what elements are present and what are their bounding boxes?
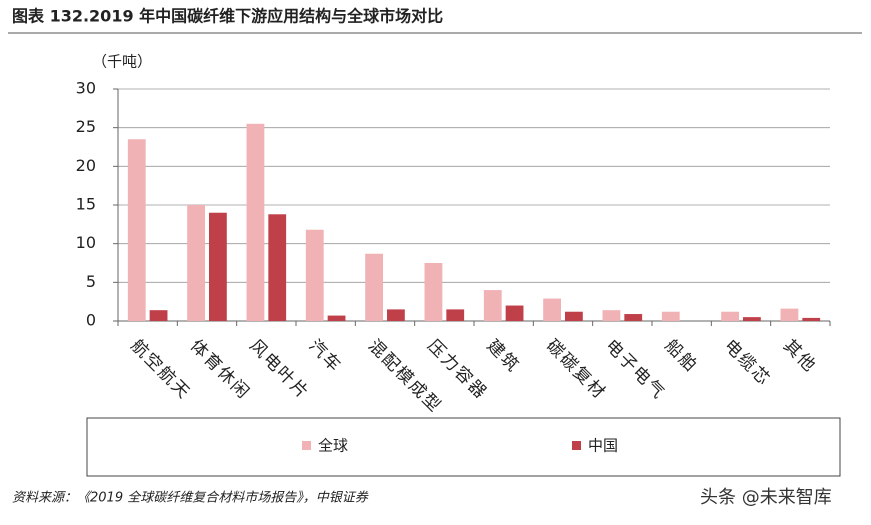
bar [624, 314, 643, 321]
bar [127, 139, 146, 321]
chart-title: 图表 132.2019 年中国碳纤维下游应用结构与全球市场对比 [12, 7, 443, 26]
bar [209, 212, 227, 321]
bar [743, 317, 761, 321]
x-tick-label: 汽车 [305, 336, 346, 377]
bar [246, 123, 265, 321]
y-axis-label: （千吨） [92, 53, 152, 71]
y-tick-label: 5 [86, 272, 96, 291]
bar [661, 311, 680, 321]
bar [802, 317, 821, 321]
legend-swatch [572, 441, 581, 450]
bar [602, 310, 621, 321]
y-tick-label: 15 [76, 195, 96, 214]
legend-swatch [302, 441, 311, 450]
bar [780, 308, 799, 321]
y-tick-label: 30 [76, 79, 96, 98]
bar [327, 315, 346, 321]
y-tick-label: 0 [86, 311, 96, 330]
source: 资料来源：《2019 全球碳纤维复合材料市场报告》，中银证券 [12, 490, 369, 506]
bar [721, 311, 739, 321]
x-tick-label: 船舶 [661, 336, 702, 377]
y-tick-label: 10 [76, 233, 96, 252]
x-tick-label: 电缆芯 [720, 336, 774, 390]
bar [268, 214, 287, 321]
bar [365, 253, 383, 321]
bar [149, 310, 168, 321]
watermark: 头条 @未来智库 [700, 487, 832, 508]
x-tick-label: 电子电气 [601, 336, 669, 404]
bar [187, 205, 205, 321]
legend-label: 全球 [318, 437, 348, 455]
bar [483, 290, 502, 321]
x-tick-label: 其他 [779, 336, 820, 377]
x-tick-label: 体育休闲 [186, 336, 254, 404]
legend-box [86, 417, 841, 477]
x-tick-label: 航空航天 [127, 336, 195, 404]
bar [565, 311, 583, 321]
x-tick-label: 建筑 [483, 336, 524, 377]
bar [387, 309, 405, 321]
y-tick-label: 20 [76, 156, 96, 175]
legend-label: 中国 [588, 437, 618, 455]
bar [305, 229, 324, 321]
x-tick-label: 风电叶片 [245, 336, 313, 404]
bar [505, 305, 524, 321]
x-tick-label: 碳碳复材 [542, 336, 610, 404]
bar [424, 263, 443, 321]
bar [543, 298, 561, 321]
bar [446, 309, 465, 321]
y-tick-label: 25 [76, 117, 96, 136]
